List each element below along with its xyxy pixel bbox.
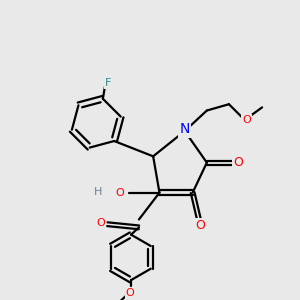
Text: O: O [96,218,105,228]
Text: O: O [233,156,243,169]
Text: H: H [94,187,102,197]
Text: N: N [179,122,190,136]
Text: F: F [105,79,111,88]
Text: O: O [116,188,124,198]
Text: O: O [126,288,134,298]
Text: O: O [242,115,251,125]
Text: O: O [196,219,206,232]
